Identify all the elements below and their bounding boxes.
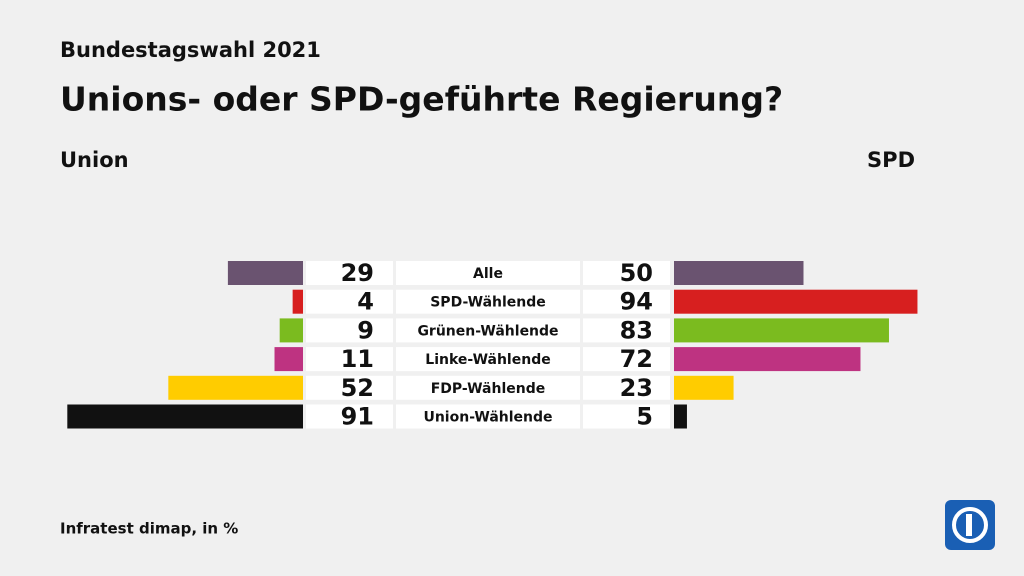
value-box [583, 375, 670, 400]
bar-right [674, 289, 918, 314]
category-box [396, 289, 580, 314]
category-label: SPD-Wählende [430, 295, 546, 311]
category-label: Linke-Wählende [425, 352, 550, 368]
value-box [306, 404, 393, 429]
value-box [306, 289, 393, 314]
chart-subtitle: Bundestagswahl 2021 [60, 38, 321, 62]
category-box [396, 347, 580, 372]
value-label-right: 23 [620, 374, 653, 402]
bar-left [279, 318, 303, 343]
value-box [306, 261, 393, 285]
logo [945, 500, 995, 550]
value-box [306, 347, 393, 372]
value-label-left: 11 [341, 345, 374, 373]
bar-left [292, 289, 303, 314]
category-box [396, 404, 580, 429]
value-box [583, 347, 670, 372]
value-label-left: 91 [341, 403, 374, 431]
legend-left: Union [60, 148, 129, 172]
value-box [306, 318, 393, 343]
value-label-left: 29 [341, 259, 374, 287]
value-box [583, 404, 670, 429]
bar-right [674, 404, 687, 429]
bar-right [674, 261, 804, 285]
value-box [583, 318, 670, 343]
value-label-right: 94 [620, 288, 653, 316]
bar-left [227, 261, 303, 285]
bar-right [674, 318, 889, 343]
chart-title: Unions- oder SPD-geführte Regierung? [60, 80, 783, 119]
source: Infratest dimap, in % [60, 520, 238, 538]
bar-left [168, 375, 303, 400]
value-box [583, 289, 670, 314]
bar-right [674, 347, 861, 372]
legend-right: SPD [867, 148, 915, 172]
category-box [396, 375, 580, 400]
category-label: Alle [473, 266, 503, 282]
value-label-left: 9 [357, 316, 374, 344]
value-label-left: 4 [357, 288, 374, 316]
category-box [396, 261, 580, 285]
value-label-right: 50 [620, 259, 653, 287]
value-label-right: 83 [620, 316, 653, 344]
bar-left [274, 347, 303, 372]
value-box [306, 375, 393, 400]
value-label-left: 52 [341, 374, 374, 402]
category-label: Union-Wählende [423, 410, 552, 426]
category-label: FDP-Wählende [431, 381, 546, 397]
bar-left [67, 404, 303, 429]
value-box [583, 261, 670, 285]
value-label-right: 5 [636, 403, 653, 431]
category-label: Grünen-Wählende [417, 323, 558, 339]
category-box [396, 318, 580, 343]
bar-right [674, 375, 734, 400]
value-label-right: 72 [620, 345, 653, 373]
